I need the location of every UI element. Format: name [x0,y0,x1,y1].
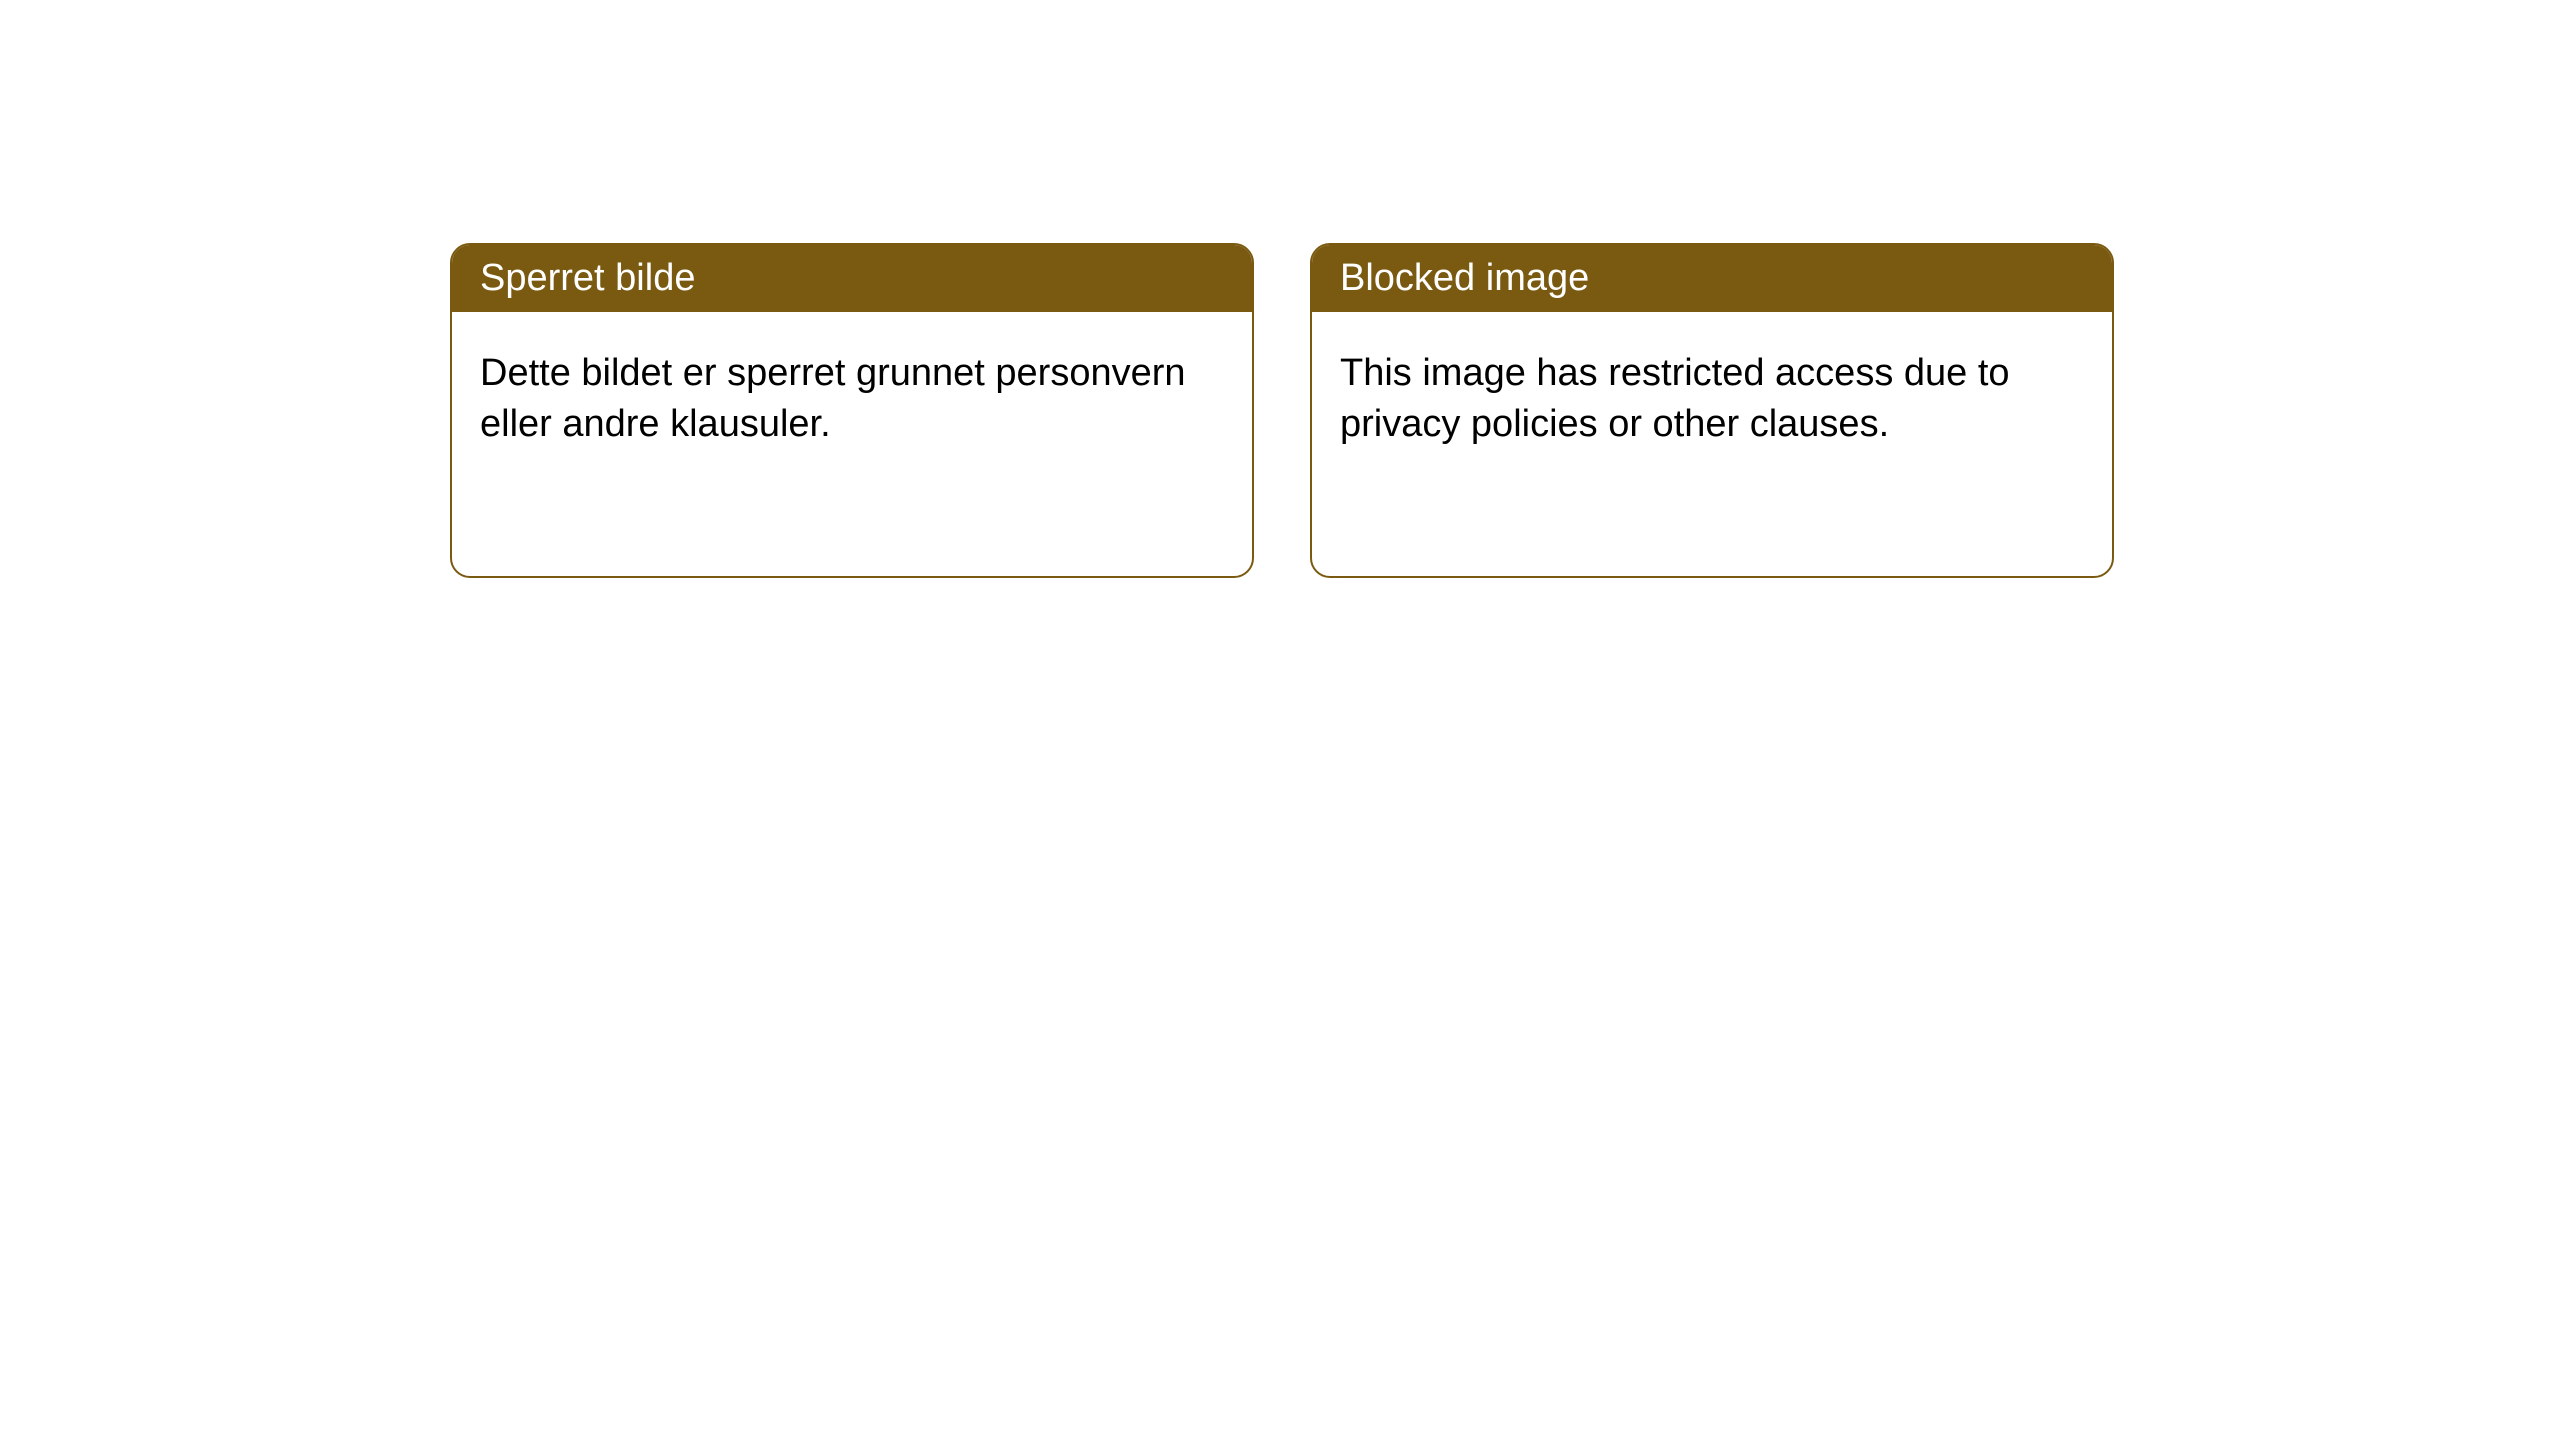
card-body-text-en: This image has restricted access due to … [1340,352,2010,445]
card-body-text-no: Dette bildet er sperret grunnet personve… [480,352,1186,445]
blocked-image-card-no: Sperret bilde Dette bildet er sperret gr… [450,243,1254,578]
card-header-no: Sperret bilde [452,245,1252,312]
card-header-en: Blocked image [1312,245,2112,312]
card-title-no: Sperret bilde [480,257,695,299]
card-body-no: Dette bildet er sperret grunnet personve… [452,312,1252,487]
card-body-en: This image has restricted access due to … [1312,312,2112,487]
notice-container: Sperret bilde Dette bildet er sperret gr… [450,243,2114,578]
blocked-image-card-en: Blocked image This image has restricted … [1310,243,2114,578]
card-title-en: Blocked image [1340,257,1589,299]
